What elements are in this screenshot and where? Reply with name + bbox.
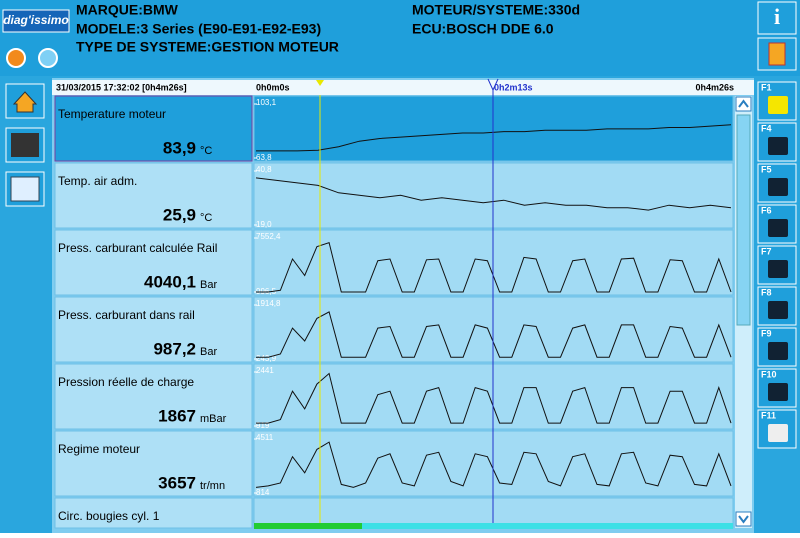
exit-icon — [768, 42, 786, 66]
scale-label: 243,9 — [256, 354, 277, 363]
channel-label: Pression réelle de charge — [58, 375, 194, 389]
function-key-label: F7 — [761, 246, 772, 256]
function-key-label: F8 — [761, 287, 772, 297]
scroll-up[interactable] — [735, 96, 752, 112]
function-key-label: F11 — [761, 410, 776, 420]
home-icon — [12, 91, 38, 113]
channel-value: 83,9 — [163, 138, 196, 157]
function-key-label: F5 — [761, 164, 772, 174]
channel-label: Temp. air adm. — [58, 174, 137, 188]
channel-label: Press. carburant dans rail — [58, 308, 195, 322]
info-button[interactable] — [757, 1, 797, 35]
channel-panel[interactable] — [54, 497, 253, 529]
channel-panel[interactable] — [54, 162, 253, 229]
engine: MOTEUR/SYSTEME:330d — [412, 2, 580, 18]
function-key-icon — [768, 260, 788, 278]
channel-label: Temperature moteur — [58, 107, 166, 121]
channel-panel[interactable] — [54, 363, 253, 430]
status-orange[interactable] — [6, 48, 26, 68]
channel-panel[interactable] — [54, 296, 253, 363]
table-icon — [10, 176, 40, 202]
time-bar — [52, 80, 754, 95]
progress-rest — [362, 523, 733, 529]
scroll-down-icon — [738, 515, 749, 524]
time-start: 0h0m0s — [256, 82, 290, 92]
function-key-label: F9 — [761, 328, 772, 338]
scale-label: 814 — [256, 488, 270, 497]
logo-box — [2, 9, 70, 33]
progress-done — [254, 523, 362, 529]
function-key-icon — [768, 137, 788, 155]
brand: MARQUE:BMW — [76, 2, 179, 18]
info-icon: i — [774, 4, 780, 29]
scale-label: 40,8 — [256, 165, 272, 174]
channel-value: 3657 — [158, 473, 196, 492]
function-key-label: F4 — [761, 123, 772, 133]
channel-value: 987,2 — [153, 339, 196, 358]
function-key-icon — [768, 96, 788, 114]
function-key-label: F1 — [761, 82, 772, 92]
time-end: 0h4m26s — [695, 82, 734, 92]
channel-label: Circ. bougies cyl. 1 — [58, 509, 160, 523]
list-icon — [11, 133, 39, 157]
scale-label: 1914,8 — [256, 299, 281, 308]
model: MODELE:3 Series (E90-E91-E92-E93) — [76, 21, 321, 37]
function-key-label: F6 — [761, 205, 772, 215]
channel-unit: tr/mn — [200, 480, 225, 492]
channel-label: Regime moteur — [58, 442, 140, 456]
scale-label: 2441 — [256, 366, 274, 375]
scroll-down[interactable] — [735, 511, 752, 527]
function-key-icon — [768, 301, 788, 319]
function-key-icon — [768, 342, 788, 360]
scale-label: 7552,4 — [256, 232, 281, 241]
function-key-label: F10 — [761, 369, 777, 379]
channel-panel[interactable] — [54, 229, 253, 296]
time-cursor: 0h2m13s — [494, 82, 533, 92]
yellow-cursor-marker — [316, 80, 324, 86]
channel-unit: mBar — [200, 413, 227, 425]
channel-unit: °C — [200, 145, 212, 157]
channel-unit: Bar — [200, 279, 217, 291]
function-key-icon — [768, 424, 788, 442]
scale-label: 919 — [256, 421, 270, 430]
channel-value: 4040,1 — [144, 272, 196, 291]
channel-value: 25,9 — [163, 205, 196, 224]
status-blue[interactable] — [38, 48, 58, 68]
timestamp: 31/03/2015 17:32:02 [0h4m26s] — [56, 82, 187, 92]
function-key-icon — [768, 219, 788, 237]
channel-panel[interactable] — [54, 95, 253, 162]
scale-label: 103,1 — [256, 98, 277, 107]
scroll-up-icon — [738, 99, 749, 108]
channel-label: Press. carburant calculée Rail — [58, 241, 217, 255]
channel-unit: Bar — [200, 346, 217, 358]
scale-label: 19,0 — [256, 220, 272, 229]
logo: diag'issimo — [3, 13, 69, 27]
function-key-icon — [768, 178, 788, 196]
header-bar — [0, 0, 800, 76]
system-type: TYPE DE SYSTEME:GESTION MOTEUR — [76, 39, 339, 55]
channel-panel[interactable] — [54, 430, 253, 497]
function-key-icon — [768, 383, 788, 401]
channel-value: 1867 — [158, 406, 196, 425]
scroll-thumb[interactable] — [736, 114, 751, 326]
channel-unit: °C — [200, 212, 212, 224]
ecu: ECU:BOSCH DDE 6.0 — [412, 21, 554, 37]
scale-label: 4511 — [256, 433, 274, 442]
scale-label: 63,8 — [256, 153, 272, 162]
